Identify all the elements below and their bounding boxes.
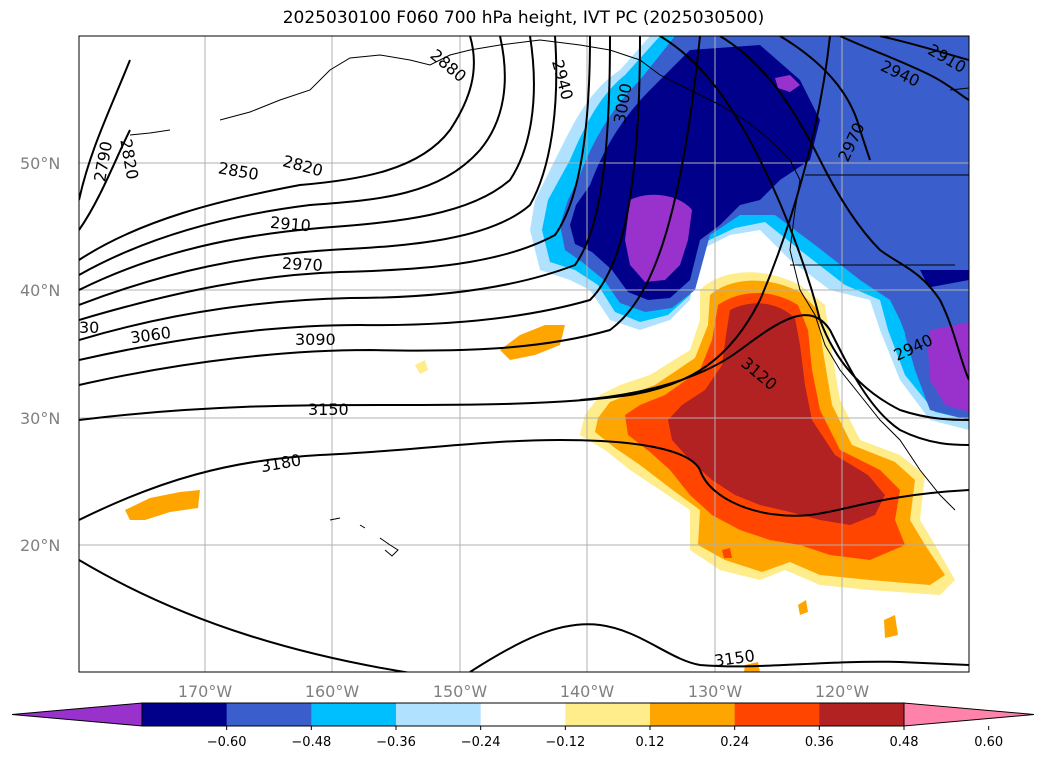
gridlines (79, 36, 969, 672)
colorbar-tick-label: 0.48 (890, 735, 919, 750)
contour-label: 2970 (282, 254, 324, 275)
contour-label: 3090 (295, 330, 336, 349)
plot-area: 2790 2820 2850 2820 2880 2940 2910 2940 … (79, 36, 969, 672)
contour-label: 2820 (281, 151, 325, 180)
lon-label: 140°W (560, 682, 615, 701)
contour-label: 30 (79, 318, 99, 337)
lat-label: 50°N (20, 154, 60, 173)
colorbar-tick-label: −0.36 (376, 735, 416, 750)
latitude-labels: 50°N 40°N 30°N 20°N (20, 154, 60, 555)
colorbar-segment (819, 703, 905, 726)
lon-label: 170°W (178, 682, 233, 701)
colorbar (11, 702, 1035, 727)
lat-label: 30°N (20, 409, 60, 428)
colorbar-segment (226, 703, 312, 726)
colorbar-tick-label: 0.60 (974, 735, 1003, 750)
colorbar-segment (142, 703, 228, 726)
colorbar-frame (141, 702, 905, 727)
contour-label: 2910 (269, 213, 311, 235)
coastlines (129, 39, 969, 557)
contour-label: 3180 (259, 450, 302, 476)
colorbar-extension-low (11, 702, 143, 727)
colorbar-tick-label: 0.36 (805, 735, 834, 750)
colorbar-segment (565, 703, 651, 726)
lat-label: 40°N (20, 281, 60, 300)
colorbar-tick-label: 0.12 (636, 735, 665, 750)
contour-label: 2820 (116, 138, 142, 181)
height-contours (79, 36, 969, 672)
colorbar-tick-label: 0.24 (720, 735, 749, 750)
colorbar-segment (311, 703, 397, 726)
colorbar-segment (396, 703, 482, 726)
colorbar-tick-label: −0.60 (207, 735, 247, 750)
positive-anomaly-shading (125, 272, 955, 672)
colorbar-segment (650, 703, 736, 726)
colorbar-tick-label: −0.48 (291, 735, 331, 750)
lon-label: 120°W (815, 682, 870, 701)
negative-anomaly-shading (530, 36, 969, 430)
lat-label: 20°N (20, 536, 60, 555)
colorbar-tick-label: −0.24 (461, 735, 501, 750)
map-frame (78, 35, 970, 673)
lon-label: 160°W (305, 682, 360, 701)
colorbar-segment (734, 703, 820, 726)
contour-label: 2940 (548, 58, 577, 102)
lon-label: 150°W (433, 682, 488, 701)
contour-label: 2850 (217, 158, 260, 184)
colorbar-tick-label: −0.12 (545, 735, 585, 750)
longitude-labels: 170°W 160°W 150°W 140°W 130°W 120°W (178, 682, 870, 701)
colorbar-extension-high (903, 702, 1035, 727)
colorbar-ticks: −0.60 −0.48 −0.36 −0.24 −0.12 0.12 0.24 0.36 0.4… (207, 726, 1003, 750)
contour-label: 3150 (308, 400, 349, 419)
lon-label: 130°W (688, 682, 743, 701)
map-title: 2025030100 F060 700 hPa height, IVT PC (… (282, 8, 765, 28)
colorbar-segment (480, 703, 566, 726)
